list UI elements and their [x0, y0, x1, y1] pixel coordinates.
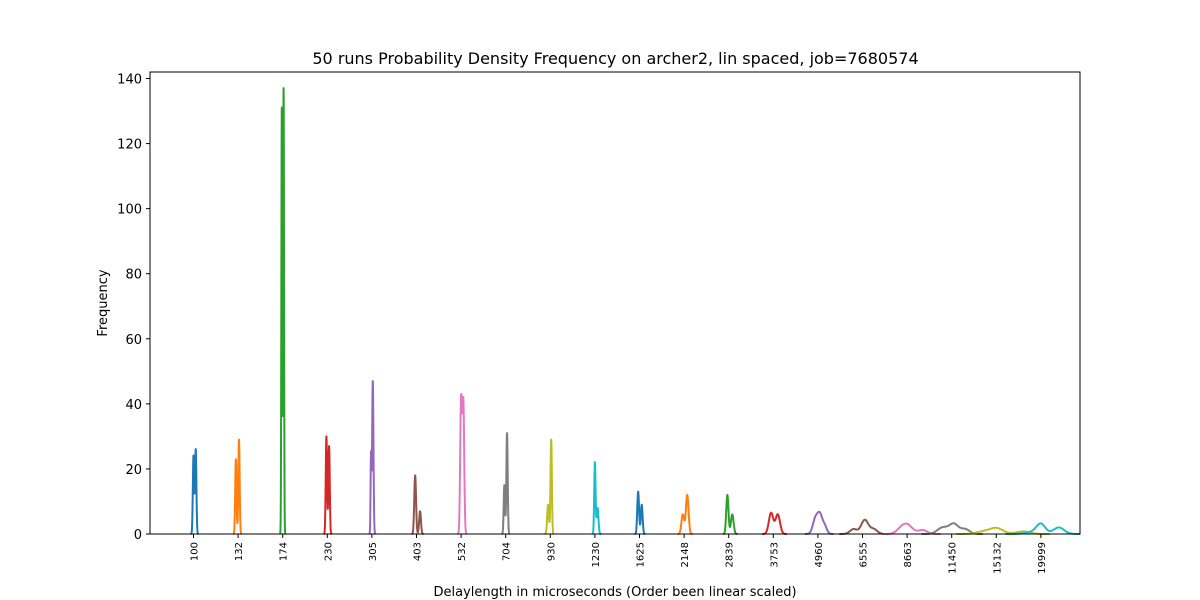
- x-tick-label: 132: [234, 542, 245, 561]
- density-line-3753: [761, 511, 788, 535]
- x-tick-label: 532: [457, 542, 468, 561]
- x-tick-label: 3753: [769, 542, 780, 567]
- x-tick-label: 100: [190, 542, 201, 561]
- x-tick-label: 8663: [903, 542, 914, 567]
- x-tick-label: 11450: [948, 542, 959, 574]
- y-axis-label: Frequency: [96, 269, 111, 336]
- y-tick-label: 120: [117, 138, 142, 153]
- x-tick-label: 1230: [591, 542, 602, 567]
- density-line-532: [456, 392, 468, 535]
- y-tick-label: 100: [117, 203, 142, 218]
- axes-frame: [149, 71, 1081, 535]
- plot-area: [189, 87, 1081, 535]
- density-line-403: [410, 474, 425, 535]
- x-tick-label: 4960: [814, 542, 825, 567]
- density-line-6555: [838, 518, 889, 535]
- density-line-930: [543, 438, 555, 535]
- density-line-230: [322, 435, 333, 535]
- x-tick-label: 930: [546, 542, 557, 561]
- density-line-4960: [804, 510, 835, 535]
- y-tick-label: 80: [125, 268, 142, 283]
- density-line-2839: [721, 493, 739, 535]
- chart-title: 50 runs Probability Density Frequency on…: [312, 49, 918, 68]
- density-line-305: [368, 380, 377, 535]
- density-line-2148: [676, 493, 694, 535]
- y-tick-label: 140: [117, 73, 142, 88]
- x-tick-label: 1625: [636, 542, 647, 567]
- x-axis-label: Delaylength in microseconds (Order been …: [433, 585, 796, 600]
- y-tick-label: 20: [125, 463, 142, 478]
- density-line-1625: [633, 490, 647, 535]
- density-line-15132: [955, 526, 1051, 535]
- x-tick-label: 174: [279, 542, 290, 561]
- density-line-704: [500, 432, 511, 535]
- y-axis: 0 20 40 60 80 100 120 140: [117, 73, 150, 543]
- y-tick-label: 60: [125, 333, 142, 348]
- y-tick-label: 40: [125, 398, 142, 413]
- y-tick-label: 0: [134, 528, 142, 543]
- x-axis: 100 132 174 230 305 403 532 704 930 1230 1625 2148 2…: [190, 534, 1048, 574]
- x-tick-label: 230: [323, 542, 334, 561]
- x-tick-label: 19999: [1037, 542, 1048, 574]
- density-line-174: [279, 87, 287, 535]
- x-tick-label: 403: [413, 542, 424, 561]
- density-line-1230: [591, 461, 603, 535]
- density-line-132: [232, 438, 243, 535]
- x-tick-label: 2839: [725, 542, 736, 567]
- x-tick-label: 15132: [992, 542, 1003, 574]
- density-line-100: [189, 448, 200, 535]
- x-tick-label: 704: [502, 542, 513, 561]
- x-tick-label: 305: [368, 542, 379, 561]
- x-tick-label: 2148: [680, 542, 691, 567]
- x-tick-label: 6555: [859, 542, 870, 567]
